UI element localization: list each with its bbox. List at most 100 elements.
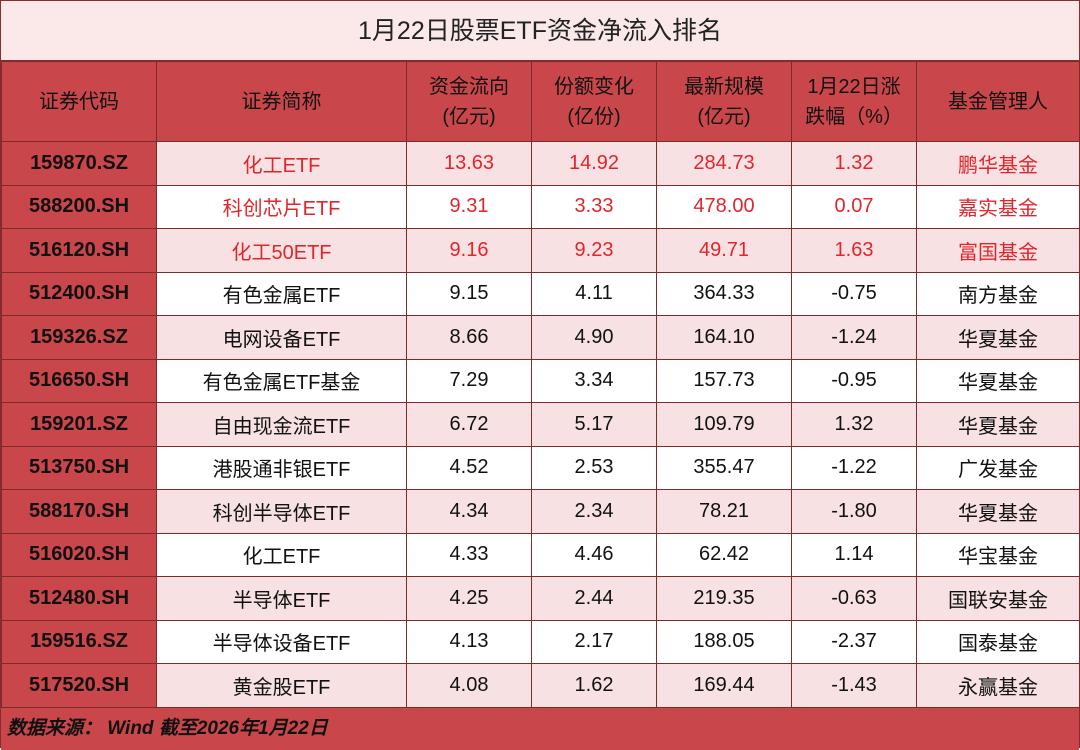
table-cell: 9.23 bbox=[531, 228, 657, 273]
table-cell: 永赢基金 bbox=[916, 663, 1080, 708]
table-cell: 广发基金 bbox=[916, 445, 1080, 490]
column-header: 基金管理人 bbox=[916, 61, 1080, 142]
table-cell: 国泰基金 bbox=[916, 619, 1080, 664]
code-cell: 159201.SZ bbox=[1, 402, 157, 447]
table-cell: 2.17 bbox=[531, 619, 657, 664]
table-row: 517520.SH 黄金股ETF 4.08 1.62 169.44 -1.43 永赢基金 bbox=[1, 663, 1080, 708]
table-cell: 2.34 bbox=[531, 489, 657, 534]
table-cell: 2.44 bbox=[531, 576, 657, 621]
table-cell: 9.15 bbox=[406, 271, 532, 316]
table-cell: -0.75 bbox=[791, 271, 917, 316]
table-cell: 164.10 bbox=[656, 315, 792, 360]
table-cell: 157.73 bbox=[656, 358, 792, 403]
table-cell: 8.66 bbox=[406, 315, 532, 360]
code-cell: 159516.SZ bbox=[1, 619, 157, 664]
table-cell: 南方基金 bbox=[916, 271, 1080, 316]
table-cell: 364.33 bbox=[656, 271, 792, 316]
table-cell: 有色金属ETF基金 bbox=[156, 358, 407, 403]
table-cell: 鹏华基金 bbox=[916, 141, 1080, 186]
code-cell: 516120.SH bbox=[1, 228, 157, 273]
table-cell: 0.07 bbox=[791, 184, 917, 229]
table-row: 588200.SH 科创芯片ETF 9.31 3.33 478.00 0.07 嘉实基金 bbox=[1, 184, 1080, 229]
table-cell: -1.43 bbox=[791, 663, 917, 708]
column-header: 份额变化 (亿份) bbox=[531, 61, 657, 142]
table-cell: 1.14 bbox=[791, 532, 917, 577]
table-cell: 4.34 bbox=[406, 489, 532, 534]
table-cell: 国联安基金 bbox=[916, 576, 1080, 621]
header-row: 证券代码 证券简称 资金流向 (亿元) 份额变化 (亿份) 最新规模 (亿元) 1月22日… bbox=[1, 61, 1080, 142]
table-cell: 4.11 bbox=[531, 271, 657, 316]
code-cell: 512480.SH bbox=[1, 576, 157, 621]
table-cell: 1.32 bbox=[791, 141, 917, 186]
code-cell: 513750.SH bbox=[1, 445, 157, 490]
table-cell: 284.73 bbox=[656, 141, 792, 186]
column-header: 最新规模 (亿元) bbox=[656, 61, 792, 142]
table-cell: 1.32 bbox=[791, 402, 917, 447]
column-header: 证券简称 bbox=[156, 61, 407, 142]
table-row: 588170.SH 科创半导体ETF 4.34 2.34 78.21 -1.80 华夏基金 bbox=[1, 489, 1080, 534]
table-cell: 478.00 bbox=[656, 184, 792, 229]
table-row: 516020.SH 化工ETF 4.33 4.46 62.42 1.14 华宝基金 bbox=[1, 532, 1080, 577]
table-cell: 4.52 bbox=[406, 445, 532, 490]
table-cell: 华夏基金 bbox=[916, 358, 1080, 403]
table-cell: 电网设备ETF bbox=[156, 315, 407, 360]
code-cell: 512400.SH bbox=[1, 271, 157, 316]
table-row: 513750.SH 港股通非银ETF 4.52 2.53 355.47 -1.22 广发基金 bbox=[1, 445, 1080, 490]
table-row: 516650.SH 有色金属ETF基金 7.29 3.34 157.73 -0.95 华夏基… bbox=[1, 358, 1080, 403]
table-cell: -1.24 bbox=[791, 315, 917, 360]
code-cell: 588170.SH bbox=[1, 489, 157, 534]
table-cell: 3.33 bbox=[531, 184, 657, 229]
table-cell: 半导体ETF bbox=[156, 576, 407, 621]
table-cell: 嘉实基金 bbox=[916, 184, 1080, 229]
table-cell: 6.72 bbox=[406, 402, 532, 447]
table-cell: 2.53 bbox=[531, 445, 657, 490]
table-cell: 华夏基金 bbox=[916, 402, 1080, 447]
table-cell: 4.13 bbox=[406, 619, 532, 664]
table-cell: 化工ETF bbox=[156, 532, 407, 577]
table-cell: 4.46 bbox=[531, 532, 657, 577]
table-cell: 49.71 bbox=[656, 228, 792, 273]
table-cell: 4.33 bbox=[406, 532, 532, 577]
table-row: 159326.SZ 电网设备ETF 8.66 4.90 164.10 -1.24 华夏基金 bbox=[1, 315, 1080, 360]
table-row: 159201.SZ 自由现金流ETF 6.72 5.17 109.79 1.32 华夏基金 bbox=[1, 402, 1080, 447]
code-cell: 159326.SZ bbox=[1, 315, 157, 360]
table-cell: 355.47 bbox=[656, 445, 792, 490]
table-cell: 1.63 bbox=[791, 228, 917, 273]
table-cell: 219.35 bbox=[656, 576, 792, 621]
table-cell: 科创芯片ETF bbox=[156, 184, 407, 229]
table-cell: 9.16 bbox=[406, 228, 532, 273]
table-cell: 13.63 bbox=[406, 141, 532, 186]
column-header: 资金流向 (亿元) bbox=[406, 61, 532, 142]
table-cell: 黄金股ETF bbox=[156, 663, 407, 708]
table-cell: -1.22 bbox=[791, 445, 917, 490]
column-header: 1月22日涨 跌幅（%） bbox=[791, 61, 917, 142]
table-body: 159870.SZ 化工ETF 13.63 14.92 284.73 1.32 鹏华基金 58… bbox=[1, 141, 1080, 708]
table-cell: 169.44 bbox=[656, 663, 792, 708]
table-cell: 109.79 bbox=[656, 402, 792, 447]
table-cell: 4.08 bbox=[406, 663, 532, 708]
table-cell: -1.80 bbox=[791, 489, 917, 534]
table-cell: 化工ETF bbox=[156, 141, 407, 186]
table-cell: 62.42 bbox=[656, 532, 792, 577]
code-cell: 516020.SH bbox=[1, 532, 157, 577]
table: 证券代码 证券简称 资金流向 (亿元) 份额变化 (亿份) 最新规模 (亿元) 1月22日… bbox=[1, 61, 1080, 708]
code-cell: 517520.SH bbox=[1, 663, 157, 708]
code-cell: 516650.SH bbox=[1, 358, 157, 403]
table-cell: 自由现金流ETF bbox=[156, 402, 407, 447]
title: 1月22日股票ETF资金净流入排名 bbox=[1, 1, 1079, 61]
table-cell: 半导体设备ETF bbox=[156, 619, 407, 664]
code-cell: 588200.SH bbox=[1, 184, 157, 229]
table-cell: 3.34 bbox=[531, 358, 657, 403]
table-cell: 188.05 bbox=[656, 619, 792, 664]
table-cell: 4.25 bbox=[406, 576, 532, 621]
table-row: 159516.SZ 半导体设备ETF 4.13 2.17 188.05 -2.37 国泰基金 bbox=[1, 619, 1080, 664]
table-cell: 9.31 bbox=[406, 184, 532, 229]
table-cell: 华宝基金 bbox=[916, 532, 1080, 577]
table-cell: -2.37 bbox=[791, 619, 917, 664]
table-cell: 有色金属ETF bbox=[156, 271, 407, 316]
table-cell: -0.95 bbox=[791, 358, 917, 403]
table-cell: 科创半导体ETF bbox=[156, 489, 407, 534]
footer: 数据来源： Wind 截至2026年1月22日 bbox=[1, 707, 1079, 750]
table-cell: 富国基金 bbox=[916, 228, 1080, 273]
